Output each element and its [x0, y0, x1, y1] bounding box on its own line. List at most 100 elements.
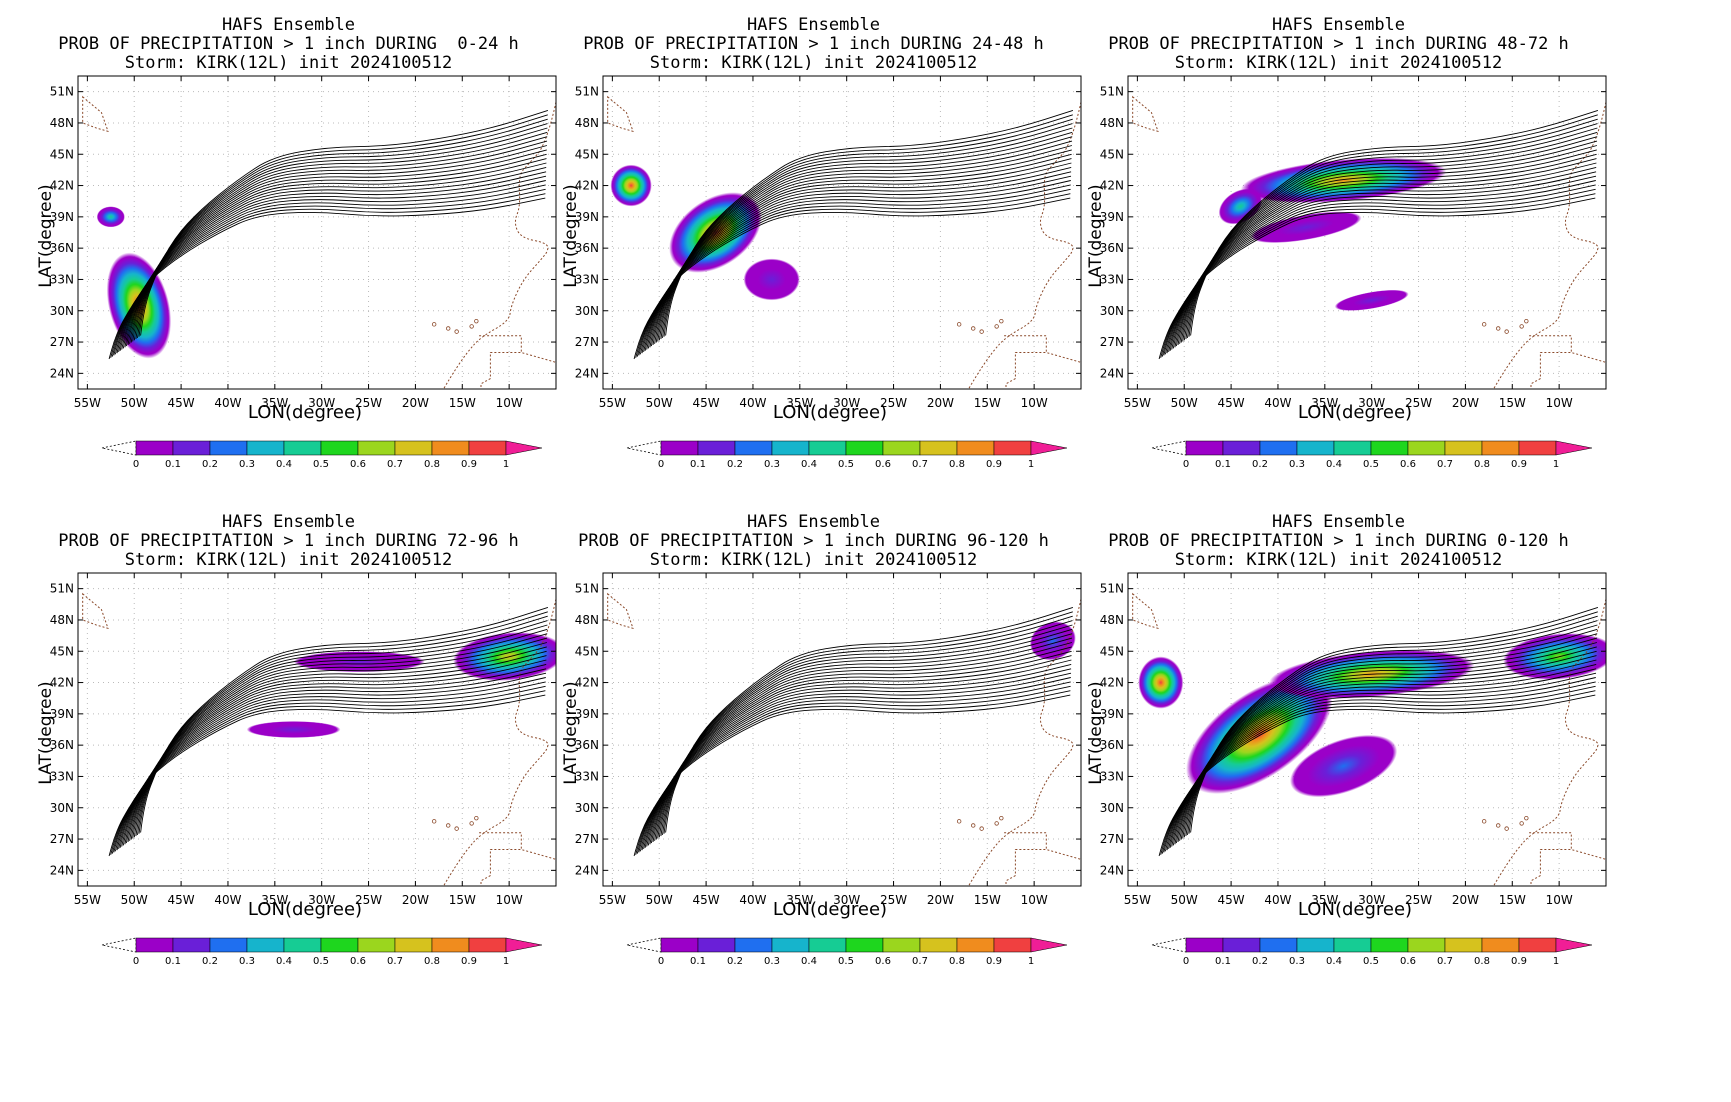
colorbar-label: 0.1: [690, 459, 706, 470]
lon-tick-label: 35W: [786, 396, 813, 410]
panel-3: HAFS Ensemble PROB OF PRECIPITATION > 1 i…: [1050, 0, 1627, 551]
panel-subtitle: PROB OF PRECIPITATION > 1 inch DURING 0-…: [1108, 531, 1569, 551]
lon-tick-label: 10W: [496, 893, 523, 907]
colorbar: 0 0.1 0.2 0.3 0.4 0.5 0.6 0.7 0.8 0.9 1: [101, 440, 543, 470]
lat-tick-label: 33N: [575, 769, 599, 783]
colorbar-label: 0: [658, 459, 664, 470]
lon-tick-label: 40W: [739, 893, 766, 907]
colorbar-label: 0.2: [202, 956, 218, 967]
colorbar-label: 0.1: [165, 459, 181, 470]
lat-tick-label: 24N: [50, 863, 74, 877]
lat-tick-label: 48N: [575, 613, 599, 627]
colorbar-label: 0.9: [986, 459, 1002, 470]
colorbar-label: 0.1: [165, 956, 181, 967]
x-axis-label: LON(degree): [1297, 402, 1413, 423]
lon-tick-label: 50W: [646, 396, 673, 410]
x-axis-label: LON(degree): [247, 402, 363, 423]
colorbar-label: 0.5: [838, 459, 854, 470]
lon-tick-label: 55W: [599, 893, 626, 907]
lon-tick-label: 45W: [693, 396, 720, 410]
lon-tick-label: 40W: [214, 396, 241, 410]
panel-storm-label: Storm: KIRK(12L) init 2024100512: [1174, 53, 1503, 73]
lat-tick-label: 33N: [1100, 769, 1124, 783]
colorbar-label: 0.9: [986, 956, 1002, 967]
panel-storm-label: Storm: KIRK(12L) init 2024100512: [649, 53, 978, 73]
colorbar-label: 0: [133, 956, 139, 967]
lat-tick-label: 30N: [1100, 801, 1124, 815]
lat-tick-label: 24N: [50, 366, 74, 380]
lat-tick-label: 51N: [50, 582, 74, 596]
colorbar-label: 0.8: [424, 956, 440, 967]
colorbar-label: 0.3: [1289, 956, 1305, 967]
colorbar-label: 0.5: [838, 956, 854, 967]
ensemble-tracks: [108, 109, 549, 360]
lat-tick-label: 45N: [575, 147, 599, 161]
ensemble-tracks: [1158, 606, 1599, 857]
precip-probability-area: [1289, 734, 1398, 798]
lat-tick-label: 45N: [1100, 644, 1124, 658]
panel-storm-label: Storm: KIRK(12L) init 2024100512: [124, 53, 453, 73]
lon-tick-label: 25W: [355, 893, 382, 907]
lon-tick-label: 35W: [786, 893, 813, 907]
panel-storm-label: Storm: KIRK(12L) init 2024100512: [124, 550, 453, 570]
map-plot: 55W 50W 45W 40W 35W 30W 25W 20W 15W 10W 51N 48N 45N 4…: [575, 75, 1082, 470]
lon-tick-label: 45W: [693, 893, 720, 907]
y-axis-label: LAT(degree): [561, 184, 581, 288]
panel-subtitle: PROB OF PRECIPITATION > 1 inch DURING 48…: [1108, 34, 1569, 54]
colorbar-label: 0.9: [461, 459, 477, 470]
lat-tick-label: 39N: [575, 707, 599, 721]
colorbar-label: 0.6: [350, 459, 366, 470]
lon-tick-label: 30W: [833, 396, 860, 410]
lat-tick-label: 36N: [1100, 738, 1124, 752]
precip-probability-area: [1138, 656, 1184, 709]
panel-title: HAFS Ensemble: [746, 15, 881, 35]
lat-tick-label: 36N: [50, 738, 74, 752]
lat-tick-label: 42N: [50, 676, 74, 690]
map-plot: 55W 50W 45W 40W 35W 30W 25W 20W 15W 10W 51N 48N 45N 4…: [50, 75, 557, 470]
colorbar-label: 0.4: [801, 956, 817, 967]
lon-tick-label: 45W: [168, 893, 195, 907]
lat-tick-label: 33N: [50, 769, 74, 783]
lon-tick-label: 30W: [1358, 893, 1385, 907]
lon-tick-label: 10W: [1546, 396, 1573, 410]
precip-probability-area: [1334, 289, 1409, 311]
lat-tick-label: 30N: [575, 801, 599, 815]
lon-tick-label: 10W: [1546, 893, 1573, 907]
colorbar-label: 0.5: [313, 956, 329, 967]
y-axis-label: LAT(degree): [36, 184, 56, 288]
colorbar-label: 0.1: [690, 956, 706, 967]
x-axis-label: LON(degree): [247, 899, 363, 920]
lon-tick-label: 50W: [121, 396, 148, 410]
lon-tick-label: 20W: [927, 893, 954, 907]
lat-tick-label: 30N: [1100, 304, 1124, 318]
lon-tick-label: 50W: [1171, 396, 1198, 410]
colorbar: 0 0.1 0.2 0.3 0.4 0.5 0.6 0.7 0.8 0.9 1: [1151, 937, 1593, 967]
lon-tick-label: 45W: [168, 396, 195, 410]
panel-subtitle: PROB OF PRECIPITATION > 1 inch DURING 72…: [58, 531, 519, 551]
colorbar-label: 0.6: [1400, 459, 1416, 470]
y-axis-label: LAT(degree): [561, 681, 581, 785]
colorbar-label: 0.8: [949, 459, 965, 470]
colorbar-label: 0.3: [764, 956, 780, 967]
colorbar-label: 0.5: [1363, 956, 1379, 967]
lon-tick-label: 35W: [261, 396, 288, 410]
lat-tick-label: 39N: [1100, 707, 1124, 721]
colorbar-label: 0.6: [350, 956, 366, 967]
lon-tick-label: 50W: [646, 893, 673, 907]
precip-probability-area: [96, 206, 125, 228]
lon-tick-label: 35W: [1311, 893, 1338, 907]
lon-tick-label: 25W: [1405, 396, 1432, 410]
map-plot: 55W 50W 45W 40W 35W 30W 25W 20W 15W 10W 51N 48N 45N 4…: [1100, 75, 1607, 470]
lat-tick-label: 48N: [50, 116, 74, 130]
lat-tick-label: 39N: [1100, 210, 1124, 224]
ensemble-tracks: [108, 606, 549, 857]
lat-tick-label: 42N: [575, 179, 599, 193]
lon-tick-label: 40W: [1264, 396, 1291, 410]
colorbar-label: 0.4: [276, 956, 292, 967]
y-axis-label: LAT(degree): [1086, 681, 1106, 785]
lon-tick-label: 55W: [74, 893, 101, 907]
lon-tick-label: 40W: [739, 396, 766, 410]
colorbar-label: 0: [133, 459, 139, 470]
lat-tick-label: 27N: [575, 832, 599, 846]
panel-4: HAFS Ensemble PROB OF PRECIPITATION > 1 i…: [0, 497, 577, 1048]
